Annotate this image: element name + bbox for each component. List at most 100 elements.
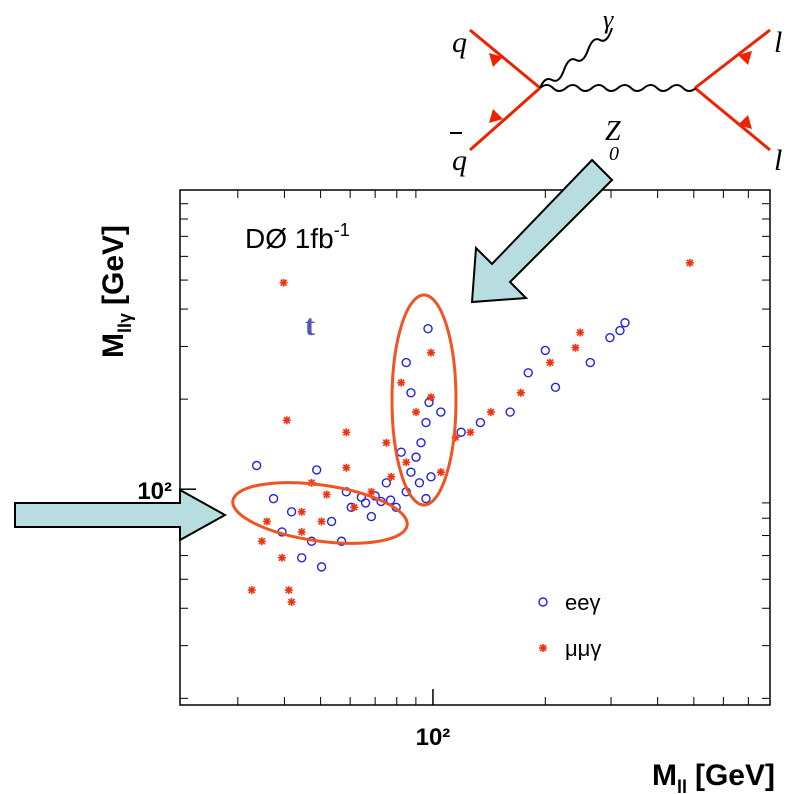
circle-point bbox=[326, 516, 337, 527]
circle-point bbox=[411, 452, 421, 462]
star-point bbox=[426, 393, 435, 402]
lepton-label: l bbox=[774, 26, 782, 59]
circle-point bbox=[426, 472, 436, 482]
circle-point bbox=[297, 553, 307, 563]
star-point bbox=[685, 258, 694, 267]
star-point bbox=[382, 438, 391, 447]
star-point bbox=[287, 597, 296, 606]
star-point bbox=[282, 416, 291, 425]
pointer-arrow bbox=[470, 158, 614, 304]
star-point bbox=[247, 586, 256, 595]
star-point bbox=[297, 527, 306, 536]
circle-point bbox=[406, 467, 416, 477]
y-label-sub: llγ bbox=[115, 313, 135, 333]
quark-line bbox=[469, 28, 541, 90]
side-text: t bbox=[305, 309, 315, 342]
circle-point bbox=[421, 493, 431, 504]
star-point bbox=[486, 408, 495, 417]
circle-point bbox=[414, 478, 425, 488]
star-point bbox=[397, 378, 406, 387]
legend-marker bbox=[539, 644, 547, 652]
antiquark-line bbox=[469, 86, 541, 152]
circle-point bbox=[540, 345, 551, 356]
star-point bbox=[342, 428, 351, 437]
y-tick-label: 10² bbox=[137, 478, 172, 505]
annotation-sup: -1 bbox=[334, 220, 350, 240]
circle-point bbox=[620, 318, 630, 328]
star-point bbox=[367, 487, 376, 496]
circle-point bbox=[286, 507, 297, 517]
lepton-line bbox=[694, 28, 771, 90]
circle-point bbox=[505, 407, 515, 417]
circle-point bbox=[550, 382, 561, 393]
circle-point bbox=[456, 427, 466, 437]
star-point bbox=[387, 472, 396, 481]
photon-line bbox=[539, 27, 613, 89]
plot-frame bbox=[179, 189, 771, 706]
star-point bbox=[412, 408, 421, 417]
circle-point bbox=[421, 417, 431, 428]
x-label-main: M bbox=[652, 759, 677, 792]
circle-point bbox=[316, 562, 327, 572]
star-point bbox=[257, 537, 266, 546]
circle-point bbox=[523, 368, 533, 378]
star-point bbox=[576, 328, 585, 337]
lepton-label: l bbox=[774, 144, 782, 177]
star-point bbox=[402, 458, 411, 467]
selection-ellipse bbox=[231, 481, 409, 545]
star-point bbox=[342, 463, 351, 472]
star-point bbox=[451, 433, 460, 442]
circle-point bbox=[416, 438, 426, 448]
circle-point bbox=[585, 357, 596, 368]
star-point bbox=[546, 358, 555, 367]
x-label-unit: [GeV] bbox=[695, 759, 775, 792]
x-label-sub: ll bbox=[677, 777, 687, 794]
star-point bbox=[436, 468, 445, 477]
annotation-text: DØ 1fb bbox=[245, 223, 334, 254]
x-axis-label: Mll [GeV] bbox=[652, 759, 775, 794]
circle-point bbox=[475, 417, 486, 428]
plot-area: 10² 10² eeγ μμγ bbox=[137, 190, 770, 751]
circle-point bbox=[251, 460, 262, 471]
star-point bbox=[516, 388, 525, 397]
star-point bbox=[317, 517, 326, 526]
circle-point bbox=[381, 478, 392, 488]
star-point bbox=[426, 348, 435, 357]
star-point bbox=[279, 278, 288, 287]
circle-point bbox=[396, 447, 406, 457]
circle-point bbox=[401, 357, 411, 368]
circle-point bbox=[360, 498, 371, 508]
star-point bbox=[262, 517, 271, 526]
selection-ellipse bbox=[390, 293, 458, 507]
circle-point bbox=[311, 465, 322, 475]
circle-point bbox=[615, 325, 625, 336]
y-axis-label: Mllγ [GeV] bbox=[97, 225, 135, 358]
y-label-unit: [GeV] bbox=[97, 225, 130, 305]
photon-label: γ bbox=[603, 5, 614, 34]
circle-point bbox=[336, 536, 347, 546]
legend-marker bbox=[538, 597, 548, 607]
circle-point bbox=[366, 511, 377, 522]
z-line bbox=[539, 84, 697, 92]
star-point bbox=[466, 428, 475, 437]
star-point bbox=[297, 507, 306, 516]
z-subscript: 0 bbox=[609, 143, 619, 165]
y-label-main: M bbox=[97, 333, 130, 358]
legend-label: μμγ bbox=[565, 636, 601, 661]
legend-label: eeγ bbox=[565, 590, 600, 615]
feynman-diagram bbox=[450, 27, 771, 152]
star-point bbox=[322, 490, 331, 499]
quark-label: q bbox=[452, 26, 467, 59]
circle-point bbox=[436, 407, 446, 417]
pointer-arrow bbox=[14, 488, 228, 542]
annotation: DØ 1fb-1 bbox=[245, 220, 350, 254]
circle-point bbox=[423, 323, 433, 334]
antiquark-label: q bbox=[452, 144, 467, 177]
x-tick-label: 10² bbox=[416, 724, 451, 751]
z-label: Z bbox=[605, 116, 621, 147]
lepton-line bbox=[694, 86, 771, 152]
star-point bbox=[284, 586, 293, 595]
circle-point bbox=[605, 332, 615, 343]
star-point bbox=[277, 553, 286, 562]
